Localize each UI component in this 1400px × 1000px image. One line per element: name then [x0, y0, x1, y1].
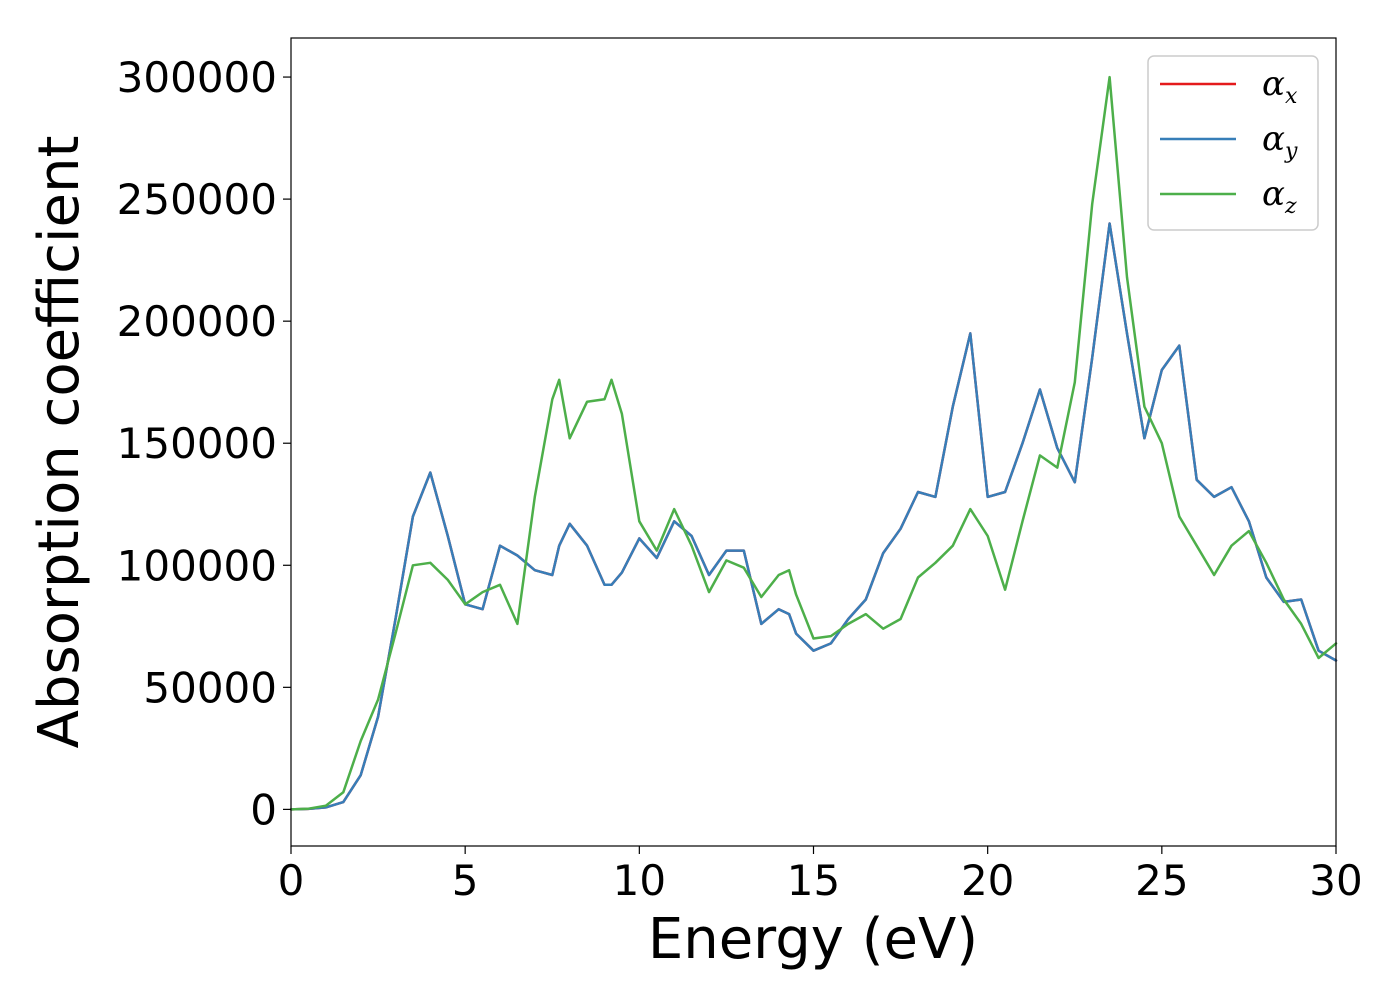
- y-tick-label: 200000: [117, 297, 277, 346]
- x-axis-ticks: 0 5 10 15 20 25 30: [278, 846, 1363, 905]
- x-tick-label: 5: [452, 856, 479, 905]
- y-axis-ticks: 0 50000 100000 150000 200000 250000 300000: [117, 53, 291, 834]
- series-line-y: [289, 222, 1338, 811]
- y-tick-label: 100000: [117, 541, 277, 590]
- y-tick-label: 150000: [117, 419, 277, 468]
- legend-subscript-z: z: [1284, 194, 1297, 219]
- y-tick-label: 250000: [117, 175, 277, 224]
- x-axis-label: Energy (eV): [648, 907, 978, 972]
- x-tick-label: 30: [1309, 856, 1362, 905]
- x-tick-label: 10: [613, 856, 666, 905]
- y-axis-label: Absorption coefficient: [27, 136, 92, 749]
- x-tick-label: 25: [1135, 856, 1188, 905]
- x-tick-label: 20: [961, 856, 1014, 905]
- legend-frame: [1147, 55, 1319, 231]
- y-tick-label: 50000: [143, 663, 277, 712]
- legend-subscript-y: y: [1284, 139, 1298, 164]
- x-tick-label: 0: [278, 856, 305, 905]
- y-tick-label: 300000: [117, 53, 277, 102]
- series-layer: [289, 75, 1338, 811]
- series-line-z: [289, 75, 1338, 811]
- x-tick-label: 15: [787, 856, 840, 905]
- legend-subscript-x: x: [1285, 84, 1298, 109]
- y-tick-label: 0: [250, 785, 277, 834]
